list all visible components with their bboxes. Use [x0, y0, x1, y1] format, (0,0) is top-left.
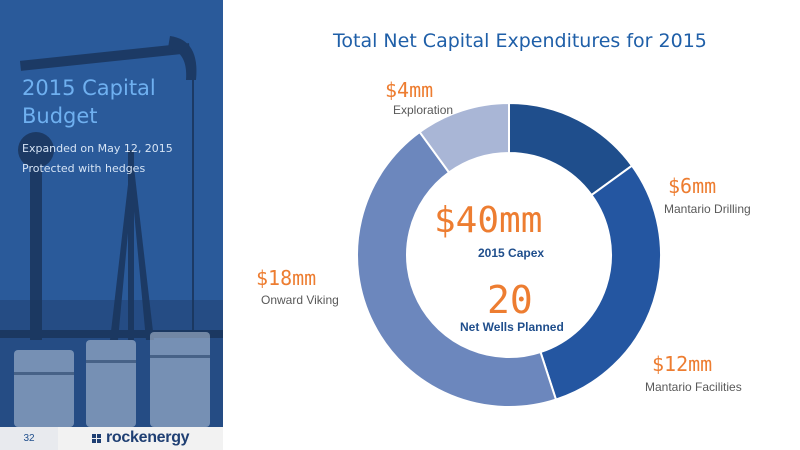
slice-value-label-mantario-drilling: $6mm: [668, 174, 717, 198]
logo-mark-icon: [92, 434, 102, 443]
donut-slice-onward-viking: [355, 130, 558, 408]
pumpjack-background-image: [0, 0, 223, 427]
slice-category-label-onward-viking: Onward Viking: [261, 293, 339, 307]
donut-slice-exploration: [418, 101, 510, 174]
panel-title: 2015 Capital Budget: [22, 76, 156, 128]
center-wells-label: Net Wells Planned: [460, 320, 564, 334]
slice-category-label-exploration: Exploration: [393, 103, 454, 117]
slice-value-label-onward-viking: $18mm: [256, 266, 317, 290]
panel-subtitle-line: Expanded on May 12, 2015: [22, 142, 173, 155]
left-panel: 2015 Capital Budget Expanded on May 12, …: [0, 0, 223, 427]
slice-value-label-exploration: $4mm: [385, 78, 434, 102]
slice-category-label-mantario-facilities: Mantario Facilities: [645, 380, 742, 394]
chart-title: Total Net Capital Expenditures for 2015: [333, 30, 707, 52]
center-total-value: $40mm: [434, 200, 543, 241]
center-total-label: 2015 Capex: [478, 246, 545, 260]
slice-category-label-mantario-drilling: Mantario Drilling: [664, 202, 751, 216]
logo-text: rockenergy: [106, 429, 190, 446]
page-number: 32: [0, 427, 58, 450]
company-logo: rockenergy: [58, 427, 223, 450]
panel-subtitle-line: Protected with hedges: [22, 162, 146, 175]
slice-value-label-mantario-facilities: $12mm: [652, 352, 713, 376]
center-wells-value: 20: [487, 278, 533, 322]
donut-slice-mantario-facilities: [539, 164, 662, 401]
